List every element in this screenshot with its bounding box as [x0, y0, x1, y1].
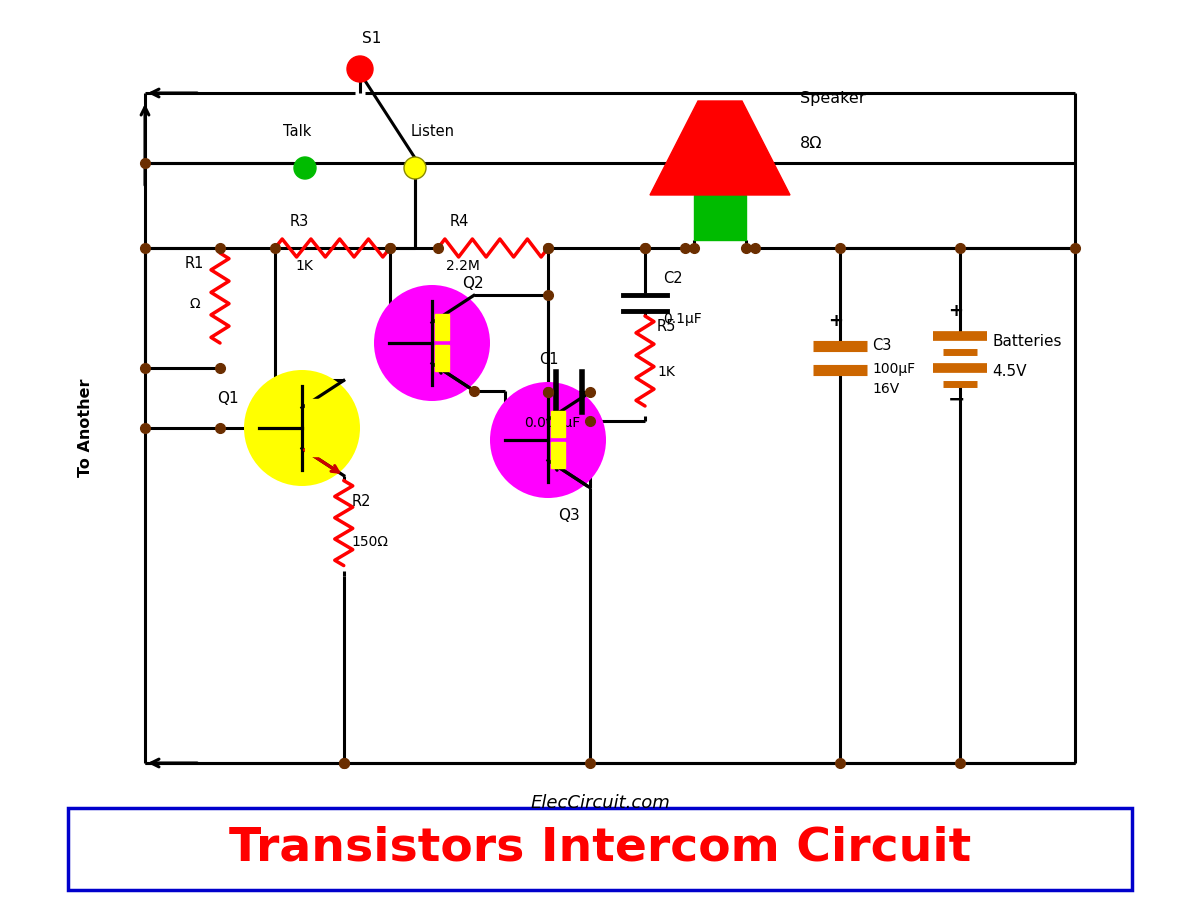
Bar: [434, 345, 449, 370]
Text: Listen: Listen: [410, 124, 455, 139]
Text: Batteries: Batteries: [992, 334, 1062, 349]
Text: Q2: Q2: [462, 276, 484, 291]
Text: S1: S1: [362, 31, 382, 46]
FancyBboxPatch shape: [68, 808, 1132, 890]
Text: Transistors Intercom Circuit: Transistors Intercom Circuit: [229, 825, 971, 871]
Bar: [305, 429, 319, 456]
Text: 4.5V: 4.5V: [992, 364, 1026, 379]
Text: R5: R5: [658, 319, 677, 334]
Circle shape: [244, 370, 360, 486]
Polygon shape: [650, 101, 790, 195]
Text: 16V: 16V: [872, 382, 899, 396]
Circle shape: [404, 157, 426, 179]
Text: −: −: [948, 390, 966, 410]
Text: ElecCircuit.com: ElecCircuit.com: [530, 794, 670, 812]
Text: 2.2M: 2.2M: [446, 259, 480, 273]
Text: 0.1μF: 0.1μF: [662, 312, 702, 326]
Bar: [305, 399, 319, 425]
Text: C3: C3: [872, 338, 892, 353]
Text: Talk: Talk: [283, 124, 311, 139]
Text: R2: R2: [352, 494, 371, 508]
Text: Q1: Q1: [217, 391, 239, 406]
Text: 1K: 1K: [295, 259, 313, 273]
Bar: [434, 314, 449, 340]
Text: C2: C2: [662, 271, 683, 286]
Text: R3: R3: [290, 214, 310, 229]
Bar: [551, 441, 565, 468]
Circle shape: [490, 382, 606, 498]
Text: 0.001μF: 0.001μF: [524, 416, 580, 429]
Text: To Another: To Another: [78, 379, 92, 478]
Text: R4: R4: [450, 214, 469, 229]
Text: C1: C1: [539, 351, 558, 367]
Text: +: +: [828, 312, 842, 330]
Text: 100μF: 100μF: [872, 362, 916, 376]
Text: 150Ω: 150Ω: [352, 535, 389, 548]
Bar: [694, 195, 746, 240]
Text: Speaker: Speaker: [800, 91, 865, 106]
Bar: [551, 411, 565, 437]
Text: Ω: Ω: [190, 297, 200, 311]
Circle shape: [347, 56, 373, 82]
Circle shape: [374, 285, 490, 401]
Text: R1: R1: [185, 256, 204, 271]
Text: 8Ω: 8Ω: [800, 136, 822, 151]
Text: Q3: Q3: [558, 508, 580, 523]
Text: 1K: 1K: [658, 365, 674, 379]
Circle shape: [294, 157, 316, 179]
Text: +: +: [948, 302, 964, 320]
